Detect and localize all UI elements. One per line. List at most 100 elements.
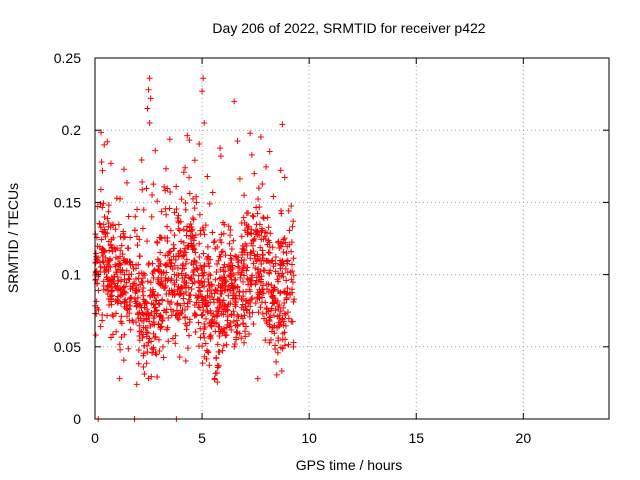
data-point [241,312,248,319]
data-point [260,267,267,274]
data-point [106,302,113,309]
data-point [200,226,207,233]
data-point [248,296,255,303]
data-point [271,300,278,307]
data-point [290,298,297,305]
data-point [118,291,125,298]
data-point [180,261,187,268]
data-point [217,266,224,273]
data-point [280,260,287,267]
data-point [171,232,178,239]
data-point [188,224,195,231]
data-point [159,343,166,350]
data-point [144,238,151,245]
data-point [113,310,120,317]
data-point [104,283,111,290]
data-point [204,256,211,263]
data-point [235,313,242,320]
data-point [201,334,208,341]
chart-title: Day 206 of 2022, SRMTID for receiver p42… [212,20,485,36]
data-point [164,252,171,259]
data-point [156,347,163,354]
data-point [248,281,255,288]
data-point [277,308,284,315]
data-point [133,206,140,213]
data-point [104,276,111,283]
data-point [281,235,288,242]
data-point [270,312,277,319]
data-point [157,281,164,288]
data-point [189,246,196,253]
data-point [133,381,140,388]
data-point [207,307,214,314]
data-point [254,210,261,217]
data-point [163,306,170,313]
data-point [288,248,295,255]
data-point [227,252,234,259]
data-point [143,185,150,192]
data-point [241,339,248,346]
data-point [109,331,116,338]
data-point [260,236,267,243]
data-point [227,287,234,294]
data-point [108,287,115,294]
data-point [155,262,162,269]
data-point [191,257,198,264]
data-point [173,312,180,319]
data-point [240,265,247,272]
data-point [122,289,129,296]
data-point [175,272,182,279]
data-point [262,337,269,344]
data-point [247,281,254,288]
data-point [273,371,280,378]
data-point [121,303,128,310]
data-point [244,264,251,271]
data-point [213,319,220,326]
data-point [217,253,224,260]
data-point [131,280,138,287]
data-point [280,248,287,255]
data-point [128,294,135,301]
data-point [226,323,233,330]
data-point [172,253,179,260]
data-point [234,322,241,329]
data-point [230,271,237,278]
data-point [164,185,171,192]
data-point [120,357,127,364]
data-point [180,239,187,246]
data-point [215,257,222,264]
data-point [176,354,183,361]
data-point [131,227,138,234]
data-point [191,157,198,164]
data-point [185,274,192,281]
data-point [274,349,281,356]
data-point [114,296,121,303]
data-point [196,240,203,247]
data-point [165,338,172,345]
data-point [180,295,187,302]
data-point [223,331,230,338]
data-point [215,296,222,303]
data-point [205,253,212,260]
data-point [216,275,223,282]
data-point [182,200,189,207]
data-point [143,360,150,367]
data-point [214,296,221,303]
data-point [218,249,225,256]
data-point [190,261,197,268]
data-point [232,276,239,283]
data-point [267,307,274,314]
data-point [135,270,142,277]
data-point [199,343,206,350]
data-point [281,288,288,295]
data-point [272,260,279,267]
data-point [263,230,270,237]
data-point [290,218,297,225]
data-point [257,288,264,295]
data-point [257,134,264,141]
data-point [230,292,237,299]
x-tick-label: 10 [301,430,317,446]
data-point [178,238,185,245]
data-point [202,222,209,229]
data-point [93,298,100,305]
